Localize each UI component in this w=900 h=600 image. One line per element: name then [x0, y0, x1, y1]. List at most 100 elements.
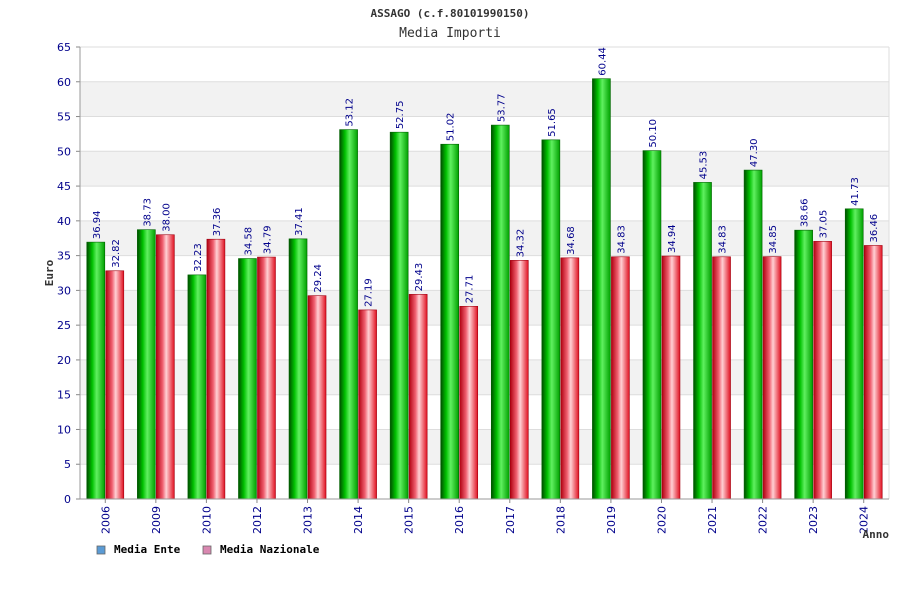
y-tick-label: 60: [57, 76, 71, 89]
grid-band: [80, 81, 889, 117]
value-label-media-nazionale-2009: 38.00: [161, 203, 172, 232]
bar-media-nazionale-2023: [813, 241, 832, 500]
x-tick-label-2015: 2015: [403, 506, 416, 534]
value-label-media-nazionale-2018: 34.68: [566, 226, 577, 255]
x-axis: 2006 2009 2010 2012 2013 2014 2015 2016 2017 2018…: [80, 498, 889, 534]
y-tick-label: 30: [57, 284, 71, 297]
x-tick-label-2006: 2006: [99, 506, 112, 534]
bar-media-ente-2013: [288, 238, 308, 500]
bar-media-nazionale-2016: [459, 306, 479, 500]
value-label-media-ente-2021: 45.53: [699, 151, 710, 180]
value-label-media-nazionale-2024: 36.46: [869, 214, 880, 243]
bar-media-nazionale-2013: [307, 295, 327, 500]
chart-subtitle: Media Importi: [399, 26, 501, 41]
bar-media-ente-2006: [86, 241, 106, 500]
value-label-media-nazionale-2019: 34.83: [616, 225, 627, 254]
bar-media-ente-2022: [743, 169, 763, 500]
x-tick-label-2009: 2009: [150, 506, 163, 534]
bar-media-ente-2020: [642, 150, 662, 500]
y-tick-label: 45: [57, 180, 71, 193]
x-tick-label-2021: 2021: [706, 506, 719, 534]
value-label-media-nazionale-2021: 34.83: [718, 225, 729, 254]
value-label-media-nazionale-2015: 29.43: [414, 263, 425, 292]
bar-media-nazionale-2009: [156, 234, 175, 500]
y-tick-label: 40: [57, 215, 71, 228]
y-tick-label: 20: [57, 354, 71, 367]
chart-title: ASSAGO (c.f.80101990150): [371, 7, 530, 20]
value-label-media-nazionale-2020: 34.94: [667, 224, 678, 253]
x-tick-label-2024: 2024: [858, 506, 871, 534]
value-label-media-nazionale-2023: 37.05: [819, 210, 830, 239]
y-tick-label: 65: [57, 41, 71, 54]
x-tick-label-2022: 2022: [757, 506, 770, 534]
bar-media-ente-2009: [137, 229, 156, 500]
legend: Media Ente Media Nazionale: [96, 543, 320, 556]
value-label-media-ente-2024: 41.73: [850, 177, 861, 206]
bar-media-ente-2016: [440, 143, 460, 500]
x-tick-label-2010: 2010: [200, 506, 213, 534]
bar-media-nazionale-2021: [712, 256, 731, 500]
bar-media-ente-2017: [490, 124, 510, 500]
value-label-media-ente-2013: 37.41: [294, 207, 305, 236]
value-label-media-ente-2015: 52.75: [395, 101, 406, 130]
bar-media-ente-2014: [339, 129, 358, 500]
bar-media-nazionale-2015: [408, 294, 428, 500]
y-axis-label: Euro: [43, 259, 56, 286]
y-tick-label: 50: [57, 145, 71, 158]
bar-media-ente-2012: [238, 258, 257, 500]
legend-swatch-media-nazionale: [202, 545, 212, 555]
bar-media-ente-2023: [794, 229, 813, 500]
y-tick-label: 5: [64, 458, 71, 471]
x-axis-label: Anno: [863, 528, 890, 541]
value-label-media-ente-2017: 53.77: [496, 93, 507, 122]
x-tick-label-2019: 2019: [605, 506, 618, 534]
bar-media-nazionale-2022: [762, 256, 782, 500]
bar-media-nazionale-2020: [661, 255, 681, 500]
value-label-media-nazionale-2010: 37.36: [212, 208, 223, 237]
y-tick-label: 25: [57, 319, 71, 332]
legend-swatch-media-ente: [96, 545, 106, 555]
value-label-media-ente-2019: 60.44: [597, 47, 608, 76]
y-tick-label: 15: [57, 389, 71, 402]
x-tick-label-2020: 2020: [655, 506, 668, 534]
value-label-media-ente-2020: 50.10: [648, 119, 659, 148]
bar-media-nazionale-2017: [509, 260, 529, 500]
value-label-media-nazionale-2014: 27.19: [364, 278, 375, 307]
value-label-media-ente-2010: 32.23: [193, 243, 204, 272]
bars: 36.94 32.82 38.73 38.00 32.23 37.36 34.58 34.79…: [86, 47, 883, 500]
bar-media-nazionale-2018: [560, 257, 580, 500]
bar-media-ente-2010: [187, 274, 207, 500]
value-label-media-nazionale-2006: 32.82: [111, 239, 122, 268]
x-tick-label-2023: 2023: [807, 506, 820, 534]
bar-media-ente-2021: [693, 182, 712, 500]
bar-media-nazionale-2010: [206, 238, 226, 500]
value-label-media-ente-2012: 34.58: [243, 227, 254, 256]
value-label-media-ente-2009: 38.73: [142, 198, 153, 227]
bar-media-nazionale-2024: [863, 245, 883, 500]
bar-media-ente-2015: [389, 131, 409, 500]
bar-media-nazionale-2019: [611, 256, 630, 500]
value-label-media-nazionale-2017: 34.32: [515, 229, 526, 258]
x-tick-label-2018: 2018: [554, 506, 567, 534]
value-label-media-ente-2022: 47.30: [749, 138, 760, 167]
value-label-media-nazionale-2013: 29.24: [313, 264, 324, 293]
x-tick-label-2017: 2017: [504, 506, 517, 534]
value-label-media-ente-2006: 36.94: [92, 210, 103, 239]
value-label-media-ente-2014: 53.12: [345, 98, 356, 127]
bar-media-nazionale-2012: [257, 256, 276, 500]
x-tick-label-2014: 2014: [352, 506, 365, 534]
y-tick-label: 10: [57, 423, 71, 436]
bar-media-nazionale-2014: [358, 309, 377, 500]
value-label-media-ente-2023: 38.66: [800, 199, 811, 228]
x-tick-label-2013: 2013: [302, 506, 315, 534]
value-label-media-nazionale-2022: 34.85: [768, 225, 779, 254]
legend-label-media-nazionale: Media Nazionale: [220, 543, 320, 556]
x-tick-label-2012: 2012: [251, 506, 264, 534]
value-label-media-nazionale-2012: 34.79: [262, 225, 273, 254]
bar-media-nazionale-2006: [105, 270, 125, 500]
bar-media-ente-2018: [541, 139, 561, 500]
y-tick-label: 0: [64, 493, 71, 506]
y-tick-label: 35: [57, 250, 71, 263]
value-label-media-nazionale-2016: 27.71: [465, 275, 476, 304]
